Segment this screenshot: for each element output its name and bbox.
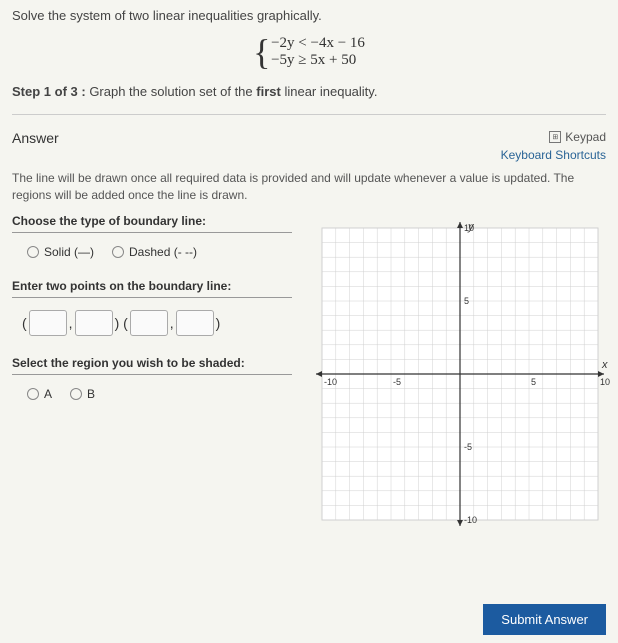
solid-radio[interactable]: Solid (—) (27, 245, 94, 259)
svg-text:-5: -5 (464, 442, 472, 452)
radio-icon (112, 246, 124, 258)
point1-y-input[interactable] (75, 310, 113, 336)
keypad-button[interactable]: ⊞ Keypad (501, 130, 606, 144)
svg-text:-10: -10 (464, 515, 477, 525)
answer-heading: Answer (12, 130, 59, 146)
svg-text:5: 5 (464, 296, 469, 306)
region-a-radio[interactable]: A (27, 387, 52, 401)
keyboard-shortcuts-link[interactable]: Keyboard Shortcuts (501, 148, 606, 162)
svg-text:-5: -5 (393, 377, 401, 387)
coordinate-graph[interactable]: -10-10-5-5551010xy (302, 214, 612, 534)
equation-2: −5y ≥ 5x + 50 (271, 52, 365, 69)
radio-icon (27, 246, 39, 258)
keypad-icon: ⊞ (549, 131, 561, 143)
question-prompt: Solve the system of two linear inequalit… (12, 8, 606, 23)
svg-text:5: 5 (531, 377, 536, 387)
boundary-type-title: Choose the type of boundary line: (12, 214, 292, 233)
equation-1: −2y < −4x − 16 (271, 35, 365, 52)
point1-x-input[interactable] (29, 310, 67, 336)
region-title: Select the region you wish to be shaded: (12, 356, 292, 375)
svg-text:x: x (601, 359, 608, 371)
submit-answer-button[interactable]: Submit Answer (483, 604, 606, 635)
points-title: Enter two points on the boundary line: (12, 279, 292, 298)
svg-text:-10: -10 (324, 377, 337, 387)
instruction-text: The line will be drawn once all required… (12, 170, 606, 204)
equation-system: −2y < −4x − 16 −5y ≥ 5x + 50 (12, 35, 606, 69)
radio-icon (70, 388, 82, 400)
step-label: Step 1 of 3 : (12, 84, 86, 99)
dashed-radio[interactable]: Dashed (- --) (112, 245, 197, 259)
step-instruction: Step 1 of 3 : Graph the solution set of … (12, 84, 606, 99)
svg-text:10: 10 (600, 377, 610, 387)
radio-icon (27, 388, 39, 400)
point2-x-input[interactable] (130, 310, 168, 336)
region-b-radio[interactable]: B (70, 387, 95, 401)
point2-y-input[interactable] (176, 310, 214, 336)
